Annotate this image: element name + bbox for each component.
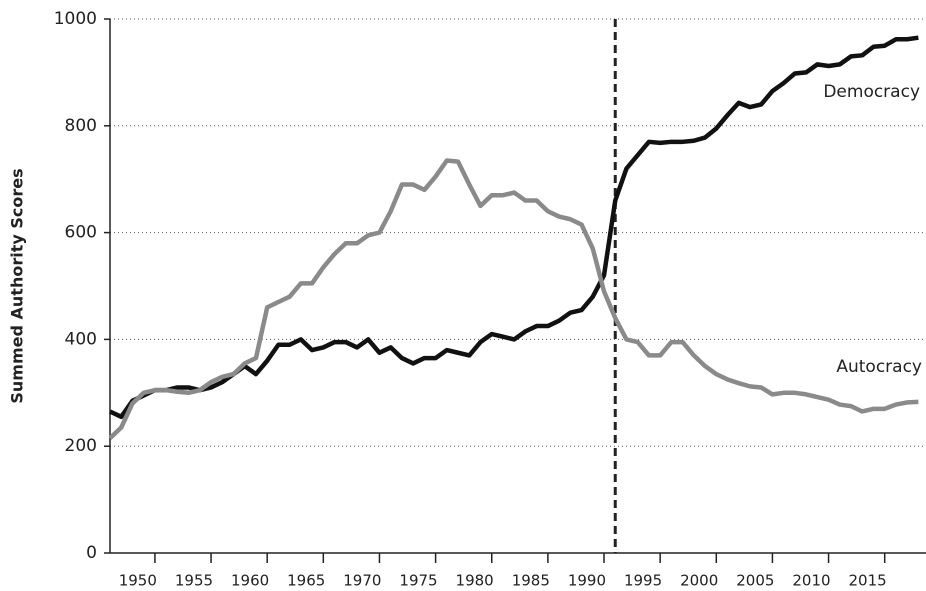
x-tick-label: 1955 xyxy=(175,572,213,590)
series-line xyxy=(108,158,919,440)
series-label: Autocracy xyxy=(836,357,922,377)
y-axis-label: Summed Authority Scores xyxy=(8,168,27,403)
x-tick-label: 1985 xyxy=(512,572,550,590)
x-tick-label: 1960 xyxy=(231,572,269,590)
y-tick-label: 400 xyxy=(65,329,97,349)
series-label: Democracy xyxy=(823,82,920,102)
x-tick-label: 1995 xyxy=(624,572,662,590)
y-tick-label: 0 xyxy=(86,543,97,563)
x-tick-label: 1965 xyxy=(287,572,325,590)
y-tick-label: 800 xyxy=(65,116,97,136)
x-tick-label: 1990 xyxy=(568,572,606,590)
y-tick-label: 200 xyxy=(65,436,97,456)
x-tick-label: 1980 xyxy=(456,572,494,590)
x-tick-label: 2000 xyxy=(680,572,718,590)
x-tick-label: 1970 xyxy=(343,572,381,590)
series-line xyxy=(109,35,919,420)
x-tick-label: 1950 xyxy=(119,572,157,590)
x-tick-label: 2015 xyxy=(849,572,887,590)
y-tick-label: 600 xyxy=(65,223,97,243)
x-tick-label: 2010 xyxy=(792,572,830,590)
y-tick-label: 1000 xyxy=(54,9,97,29)
x-tick-label: 1975 xyxy=(399,572,437,590)
x-tick-label: 2005 xyxy=(736,572,774,590)
